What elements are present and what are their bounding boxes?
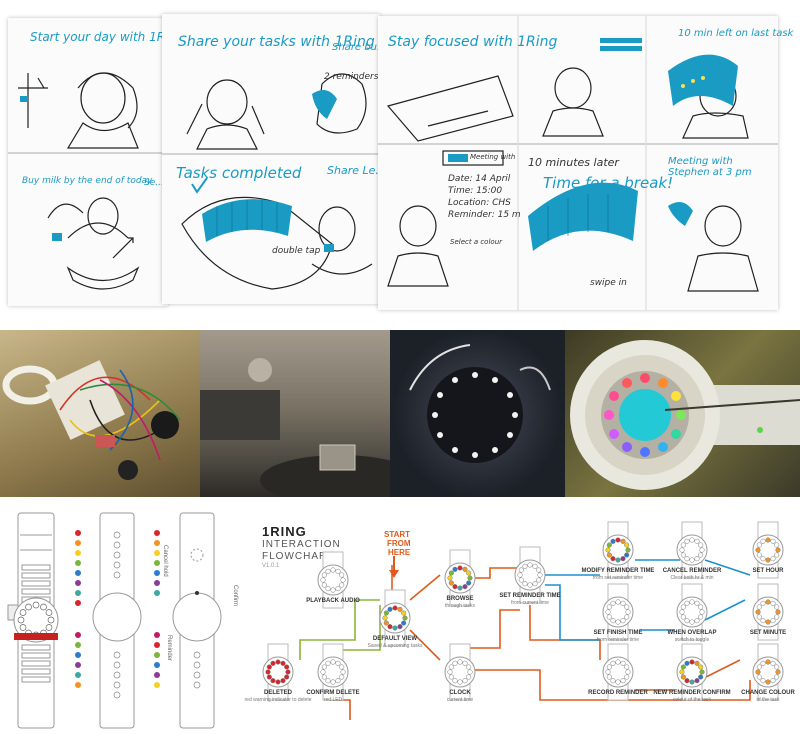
flowchart-version: V1.0.1: [262, 563, 280, 569]
flow-label-record-reminder: RECORD REMINDER: [588, 690, 648, 696]
caption-stay-focused: Stay focused with 1Ring: [388, 34, 558, 50]
flow-label-default-view: DEFAULT VIEW: [372, 636, 418, 642]
flow-label-confirm-delete: CONFIRM DELETE: [306, 690, 360, 696]
annotation-confirm: Confirm: [232, 585, 238, 607]
flow-sublabel-browse: through tasks: [444, 603, 476, 609]
flowchart-subtitle-2: FLOWCHART: [262, 551, 335, 562]
label-date: Date: 14 April: [448, 174, 511, 184]
flow-label-clock: CLOCK: [449, 690, 471, 696]
label-location: Location: CHS: [448, 198, 511, 208]
flow-label-browse: BROWSE: [446, 596, 474, 602]
label-swipe-in: swipe in: [590, 278, 627, 288]
flow-label-cancel-reminder: CANCEL REMINDER: [662, 568, 722, 574]
flow-sublabel-when-overlap: switch to toggle: [674, 637, 710, 643]
flow-sublabel-change-colour: of the task: [756, 697, 780, 703]
storyboard-panel: Start your day with 1Ring Buy milk by th…: [0, 0, 800, 318]
flowchart-title: 1RING: [262, 524, 307, 539]
flow-label-set-finish-time: SET FINISH TIME: [593, 630, 643, 636]
flow-sublabel-set-reminder-time: from current time: [511, 600, 549, 606]
wristband-diagrams: Cancel hold Confirm Reminder: [0, 505, 252, 738]
flow-label-set-reminder-time: SET REMINDER TIME: [499, 593, 561, 599]
annotation-cancel-hold: Cancel hold: [162, 545, 168, 577]
flow-label-playback-audio: PLAYBACK AUDIO: [306, 598, 360, 604]
storyboard-sheet-1: Start your day with 1Ring Buy milk by th…: [8, 18, 184, 306]
flow-label-when-overlap: WHEN OVERLAP: [667, 630, 717, 636]
storyboard-sheet-2: Share your tasks with 1Ring Share bu... …: [162, 14, 386, 304]
photo-led-ring-glowing: [565, 330, 800, 497]
start-label-1: START: [384, 530, 411, 539]
photo-led-ring-dark: [390, 330, 565, 497]
flow-sublabel-clock: current time: [446, 697, 474, 703]
caption-side-1: Se...: [144, 178, 164, 188]
caption-time-for-break: Time for a break!: [543, 174, 674, 192]
photo-desk-prototype: [200, 330, 390, 497]
flow-sublabel-default-view: Saved & upcoming tasks: [367, 643, 423, 649]
flow-sublabel-confirm-delete: red LED: [323, 697, 343, 703]
caption-10-min-left: 10 min left on last task: [678, 28, 794, 39]
sketch-drawings-2: [162, 73, 380, 290]
flow-sublabel-modify-reminder: from set reminder time: [592, 575, 643, 581]
flow-label-set-minute: SET MINUTE: [749, 630, 787, 636]
label-reminder: Reminder: 15 m: [448, 210, 521, 220]
flow-label-modify-reminder: MODIFY REMINDER TIME: [581, 568, 655, 574]
caption-buy-milk: Buy milk by the end of today: [22, 176, 153, 186]
flow-sublabel-deleted: red warning indicator to delete: [244, 697, 312, 703]
photo-breadboard-prototype: [0, 330, 200, 497]
flow-label-deleted: DELETED: [263, 690, 292, 696]
flow-sublabel-cancel-reminder: Clear both hr & min: [670, 575, 714, 581]
flowchart-subtitle-1: INTERACTION: [262, 539, 341, 550]
sketch-drawings-3: [378, 16, 778, 310]
label-time: Time: 15:00: [448, 186, 503, 196]
caption-share-le: Share Le...: [327, 164, 386, 177]
caption-10-minutes-later: 10 minutes later: [528, 156, 619, 169]
start-label-3: HERE: [388, 548, 411, 557]
caption-share-bu: Share bu...: [332, 42, 387, 53]
sketch-drawings-1: [8, 72, 168, 290]
label-2-reminders: 2 reminders: [324, 72, 379, 82]
label-meeting-with: Meeting with: [470, 153, 516, 161]
flow-label-new-reminder-confirm: NEW REMINDER CONFIRM: [653, 690, 731, 696]
caption-share-tasks: Share your tasks with 1Ring: [178, 34, 375, 50]
flow-sublabel-new-reminder-confirm: colour of the task: [672, 697, 712, 703]
caption-meeting-stephen: Meeting with Stephen at 3 pm: [668, 156, 752, 178]
flow-label-set-hour: SET HOUR: [752, 568, 784, 574]
label-double-tap: double tap: [272, 246, 321, 256]
storyboard-sheet-3: Stay focused with 1Ring 10 min left on l…: [378, 16, 793, 310]
label-select-colour: Select a colour: [450, 238, 503, 246]
start-label-2: FROM: [387, 539, 411, 548]
caption-tasks-completed: Tasks completed: [176, 164, 302, 182]
annotation-reminder: Reminder: [166, 635, 172, 662]
flow-sublabel-set-finish-time: from reminder time: [597, 637, 639, 643]
caption-start-day: Start your day with 1Ring: [30, 30, 184, 44]
flow-label-change-colour: CHANGE COLOUR: [741, 690, 795, 696]
